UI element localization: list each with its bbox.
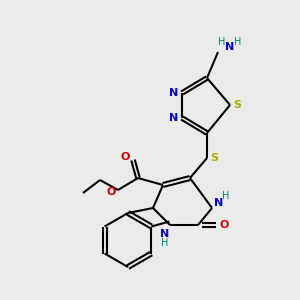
Text: H: H	[234, 37, 242, 47]
Text: N: N	[160, 229, 169, 239]
Text: O: O	[219, 220, 229, 230]
Text: O: O	[106, 187, 116, 197]
Text: N: N	[225, 42, 235, 52]
Text: H: H	[161, 238, 169, 248]
Text: S: S	[233, 100, 241, 110]
Text: S: S	[210, 153, 218, 163]
Text: N: N	[169, 113, 178, 123]
Text: H: H	[218, 37, 226, 47]
Text: O: O	[120, 152, 130, 162]
Text: N: N	[169, 88, 178, 98]
Text: H: H	[222, 191, 230, 201]
Text: N: N	[214, 198, 224, 208]
